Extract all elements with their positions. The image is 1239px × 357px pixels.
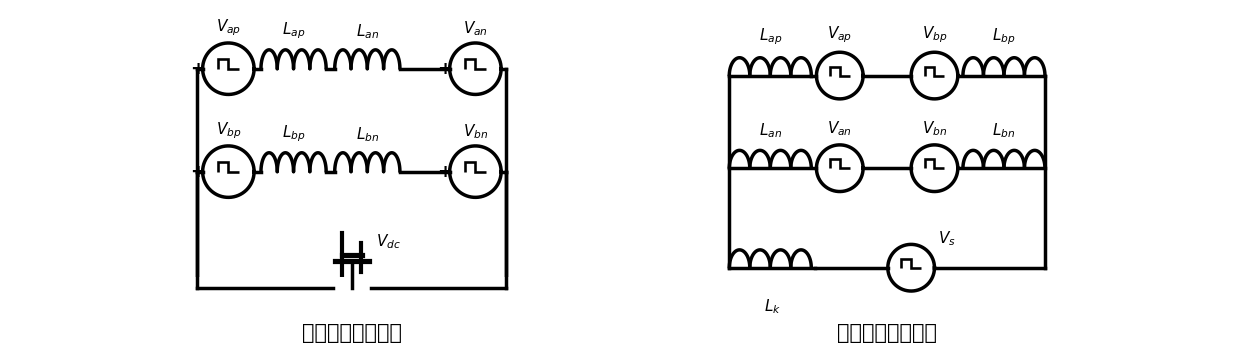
Text: $L_k$: $L_k$: [763, 298, 781, 316]
Text: +: +: [190, 163, 204, 181]
Text: $L_{an}$: $L_{an}$: [758, 121, 782, 140]
Text: $L_{bn}$: $L_{bn}$: [356, 126, 379, 144]
Text: $L_{bp}$: $L_{bp}$: [281, 124, 305, 144]
Text: $V_{an}$: $V_{an}$: [463, 19, 488, 38]
Text: $L_{an}$: $L_{an}$: [356, 22, 379, 41]
Text: $V_{ap}$: $V_{ap}$: [828, 25, 852, 45]
Text: +: +: [437, 60, 452, 78]
Text: $V_{an}$: $V_{an}$: [828, 119, 852, 138]
Text: $V_s$: $V_s$: [938, 229, 955, 248]
Text: $L_{ap}$: $L_{ap}$: [282, 21, 305, 41]
Text: $L_{ap}$: $L_{ap}$: [758, 27, 782, 47]
Text: $L_{bp}$: $L_{bp}$: [992, 27, 1016, 47]
Text: $L_{bn}$: $L_{bn}$: [992, 121, 1016, 140]
Text: +: +: [437, 163, 452, 181]
Text: 共模电流等效回路: 共模电流等效回路: [302, 323, 401, 343]
Text: $V_{bn}$: $V_{bn}$: [463, 122, 488, 141]
Text: $V_{bp}$: $V_{bp}$: [216, 120, 242, 141]
Text: $V_{dc}$: $V_{dc}$: [375, 232, 400, 251]
Text: $V_{bn}$: $V_{bn}$: [922, 119, 947, 138]
Text: +: +: [190, 60, 204, 78]
Text: $V_{bp}$: $V_{bp}$: [922, 25, 947, 45]
Text: 差模电流等效回路: 差模电流等效回路: [838, 323, 937, 343]
Text: $V_{ap}$: $V_{ap}$: [216, 17, 240, 38]
